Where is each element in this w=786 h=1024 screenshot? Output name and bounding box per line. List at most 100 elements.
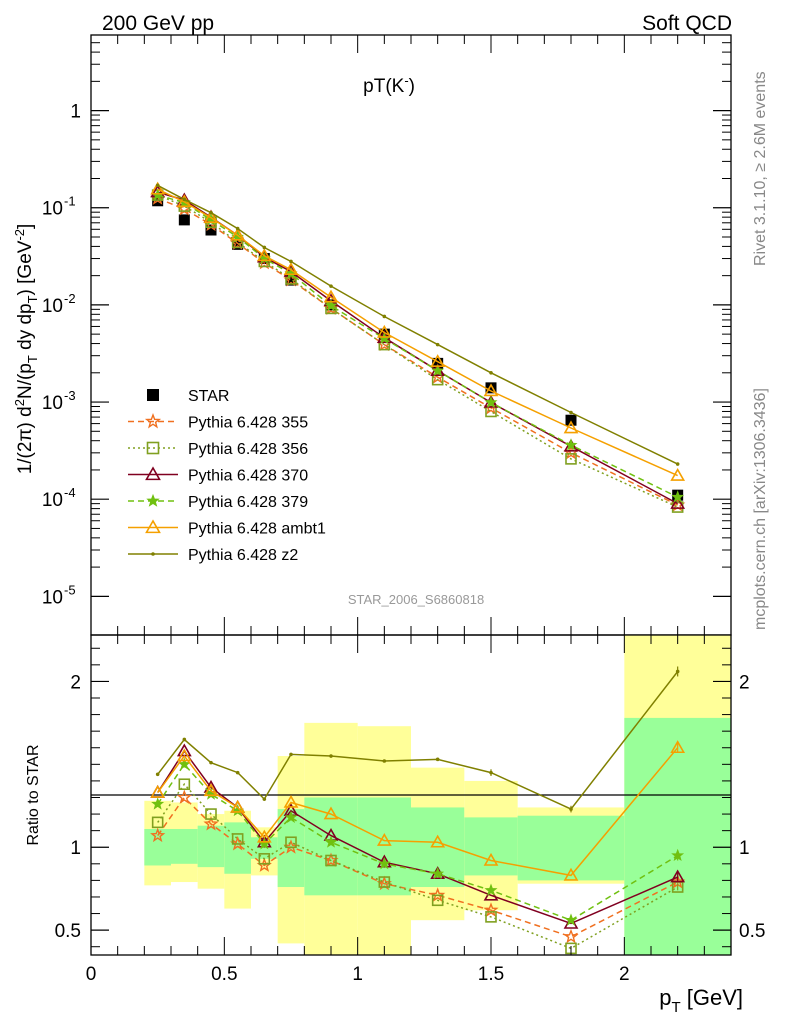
- main-y-tick-exponent: -3: [64, 388, 76, 403]
- ratio-point-ambt1: [203, 783, 219, 797]
- ratio-series-z2: [155, 666, 680, 813]
- ratio-point-ambt1: [376, 832, 392, 846]
- series-line-z2: [157, 184, 679, 465]
- ratio-point-p355: [176, 789, 192, 804]
- point-p379: [564, 438, 578, 451]
- point-p379: [671, 490, 685, 503]
- header-left: 200 GeV pp: [102, 12, 214, 35]
- legend-marker: [146, 441, 160, 455]
- x-tick-label: 2: [619, 964, 630, 985]
- point-z2: [489, 370, 493, 375]
- ratio-point-p379: [231, 804, 245, 817]
- point-STAR: [205, 224, 217, 236]
- point-z2: [675, 462, 680, 466]
- ratio-series-p356: [151, 778, 684, 955]
- legend-marker: [146, 493, 160, 507]
- ratio-point-ambt1: [230, 799, 246, 813]
- ratio-series-p379: [151, 757, 685, 926]
- point-ambt1: [563, 420, 579, 434]
- ratio-point-z2: [382, 759, 387, 763]
- point-p379: [484, 395, 498, 409]
- plot-title-superscript: -: [404, 73, 408, 88]
- point-STAR: [565, 414, 577, 426]
- ratio-point-ambt1: [323, 806, 339, 820]
- x-tick-label: 0.5: [211, 964, 237, 985]
- point-z2: [329, 284, 333, 288]
- ratio-axes: 0.5 0.5 1 1 2 2 0 0.5 1 1.5 2: [55, 635, 765, 985]
- series-line-p379: [157, 194, 679, 498]
- ratio-band-inner: [251, 837, 278, 859]
- legend-label: Pythia 6.428 370: [188, 468, 308, 485]
- main-y-tick-label: 10: [42, 199, 63, 220]
- ratio-panel: 0.5 0.5 1 1 2 2 0 0.5 1 1.5 2 Ratio to STAR pT [Ge…: [25, 634, 765, 1016]
- legend-marker: [145, 466, 161, 481]
- point-z2: [435, 342, 440, 347]
- point-p379: [431, 363, 445, 377]
- point-STAR: [285, 274, 297, 286]
- legend-marker: [145, 519, 161, 534]
- ratio-point-p355: [483, 902, 499, 917]
- ratio-y-tick-label-left: 0.5: [55, 921, 81, 942]
- point-z2: [182, 197, 187, 202]
- main-y-tick-label: 10: [42, 587, 63, 608]
- ratio-uncertainty-bands: [144, 635, 731, 955]
- point-z2: [569, 410, 573, 415]
- main-y-tick-exponent: -4: [64, 485, 76, 500]
- ratio-band-inner: [197, 825, 225, 868]
- main-panel: 110-110-210-310-410-5 pT(K-) STAR_2006_S…: [12, 34, 732, 636]
- ratio-point-z2: [209, 760, 213, 765]
- ratio-line-ambt1: [157, 747, 679, 877]
- ratio-point-z2: [489, 770, 493, 775]
- point-z2: [155, 183, 160, 188]
- main-y-axis-label: 1/(2π) d2N/(pT dy dpT) [GeV-2]: [12, 224, 40, 475]
- ratio-point-ambt1: [176, 748, 192, 762]
- ratio-point-z2: [235, 770, 240, 775]
- mcplots-label: mcplots.cern.ch [arXiv:1306.3436]: [752, 388, 769, 630]
- ratio-point-p379: [431, 867, 445, 880]
- point-z2: [209, 210, 213, 215]
- series-line-ambt1: [157, 188, 679, 477]
- ratio-line-p355: [157, 796, 679, 938]
- series-z2: [155, 183, 680, 466]
- ratio-band-inner: [624, 717, 731, 955]
- ratio-point-z2: [675, 669, 680, 674]
- point-ambt1: [323, 289, 339, 303]
- ratio-line-p370: [157, 749, 678, 925]
- point-z2: [382, 314, 387, 319]
- ratio-point-p356: [378, 876, 391, 888]
- ratio-point-p355: [203, 816, 219, 831]
- ratio-line-z2: [157, 671, 679, 811]
- ratio-point-z2: [262, 797, 267, 801]
- ratio-point-p356: [205, 808, 217, 820]
- ratio-point-z2: [289, 752, 293, 757]
- main-y-tick-exponent: -1: [64, 194, 76, 209]
- ratio-line-p356: [157, 782, 679, 950]
- ratio-y-axis-label: Ratio to STAR: [25, 744, 42, 845]
- ratio-band-inner: [171, 828, 198, 864]
- point-p356: [565, 453, 577, 465]
- main-plot-marks: [150, 181, 686, 513]
- ratio-point-z2: [182, 737, 187, 742]
- ratio-line-p379: [157, 763, 679, 922]
- ratio-point-p379: [177, 757, 191, 770]
- x-tick-label: 1: [352, 964, 363, 985]
- legend: STAR Pythia 6.428 355 Pythia 6.428 356 Pyth…: [128, 388, 326, 564]
- point-ambt1: [283, 262, 299, 276]
- ratio-y-tick-label-left: 2: [70, 672, 81, 693]
- main-y-tick-label: 10: [42, 296, 63, 317]
- legend-label: STAR: [188, 388, 229, 405]
- ratio-point-p379: [484, 883, 498, 896]
- ratio-point-p355: [563, 928, 579, 944]
- x-tick-label: 0: [86, 964, 97, 985]
- ratio-point-p356: [231, 833, 244, 845]
- ratio-point-ambt1: [150, 784, 166, 798]
- point-ambt1: [483, 383, 499, 397]
- ratio-band-inner: [304, 797, 358, 896]
- main-plot-frame: [90, 34, 732, 636]
- ratio-point-p355: [150, 827, 166, 843]
- ratio-point-p356: [325, 854, 337, 867]
- point-ambt1: [430, 354, 446, 368]
- point-ambt1: [670, 467, 686, 481]
- point-z2: [262, 245, 267, 250]
- x-tick-label: 1.5: [478, 964, 504, 985]
